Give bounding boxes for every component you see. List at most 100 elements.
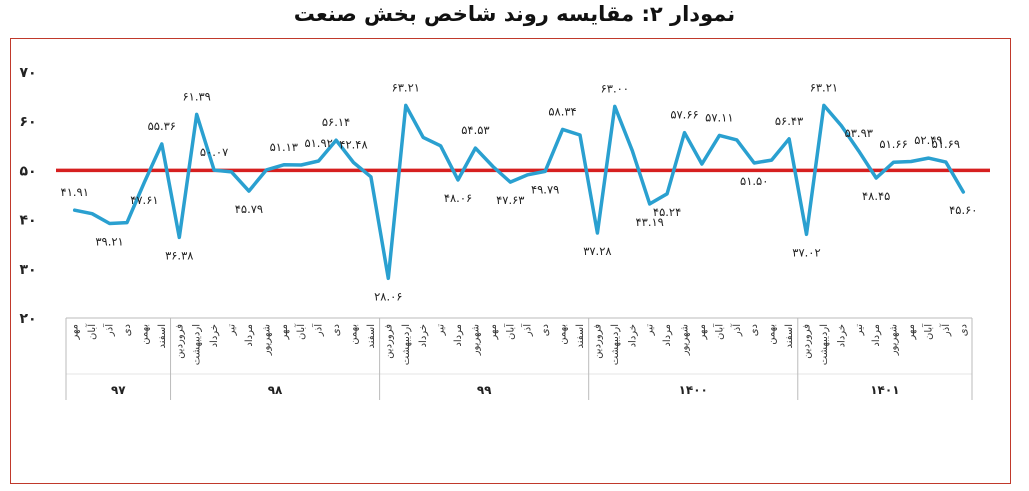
year-label: ۹۸ — [268, 383, 283, 397]
x-tick-label: مهر — [70, 324, 81, 340]
x-tick-label: تیر — [645, 324, 656, 337]
data-label: ۴۹.۷۹ — [531, 182, 559, 196]
x-tick-label: مهر — [697, 324, 708, 340]
series-line — [72, 103, 966, 281]
x-tick-label: بهمن — [139, 324, 150, 345]
chart-title: نمودار ۲: مقایسه روند شاخص بخش صنعت — [293, 2, 736, 26]
data-label: ۵۶.۱۴ — [322, 115, 350, 129]
x-tick-label: اسفند — [157, 324, 168, 348]
x-tick-label: تیر — [436, 324, 447, 337]
x-tick-label: بهمن — [558, 324, 569, 345]
data-label: ۳۷.۲۸ — [583, 244, 611, 258]
data-label: ۳۶.۳۸ — [165, 248, 193, 262]
x-tick-label: مهر — [279, 324, 290, 340]
x-tick-label: اردیبهشت — [192, 324, 203, 365]
x-tick-label: آبان — [85, 323, 98, 340]
x-tick-label: آذر — [103, 323, 116, 337]
y-tick-label: ۲۰ — [19, 311, 36, 327]
data-label: ۵۱.۵۰ — [740, 174, 768, 188]
year-label: ۱۴۰۱ — [870, 383, 899, 397]
x-tick-label: بهمن — [348, 324, 359, 345]
data-label: ۵۲.۴۹ — [914, 133, 942, 147]
data-label: ۵۸.۳۴ — [548, 104, 576, 118]
x-tick-label: تیر — [227, 324, 238, 337]
data-label: ۴۵.۶۰ — [949, 203, 977, 217]
x-tick-label: مهر — [488, 324, 499, 340]
x-tick-label: خرداد — [418, 324, 429, 347]
data-label: ۵۳.۹۳ — [845, 126, 873, 140]
x-tick-label: آبان — [294, 323, 307, 340]
x-tick-label: شهریور — [470, 324, 481, 356]
data-label: ۴۷.۶۱ — [130, 193, 158, 207]
year-label: ۹۷ — [111, 383, 126, 397]
data-label: ۴۸.۴۵ — [862, 189, 890, 203]
data-label: ۵۱.۹۲ — [304, 136, 332, 150]
x-tick-label: آذر — [939, 323, 952, 337]
x-tick-label: آبان — [712, 323, 725, 340]
data-label: ۵۰.۰۷ — [200, 145, 228, 159]
x-tick-label: شهریور — [889, 324, 900, 356]
x-tick-label: دی — [540, 324, 551, 336]
data-label: ۴۲.۴۸ — [339, 138, 367, 152]
x-tick-label: آذر — [730, 323, 743, 337]
x-tick-label: اردیبهشت — [610, 324, 621, 365]
x-tick-label: مرداد — [871, 324, 882, 347]
x-tick-label: دی — [749, 324, 760, 336]
data-label: ۲۸.۰۶ — [374, 289, 402, 303]
x-tick-label: تیر — [854, 324, 865, 337]
x-tick-label: فروردین — [592, 324, 603, 359]
x-tick-label: دی — [958, 324, 969, 336]
x-tick-label: مرداد — [662, 324, 673, 347]
data-label: ۵۷.۶۶ — [670, 108, 698, 122]
data-label: ۶۳.۲۱ — [392, 80, 420, 94]
data-label: ۶۱.۳۹ — [182, 89, 210, 103]
x-tick-label: فروردین — [174, 324, 185, 359]
data-label: ۵۱.۶۹ — [932, 137, 960, 151]
y-tick-label: ۷۰ — [19, 65, 36, 81]
x-tick-label: اسفند — [575, 324, 586, 348]
y-tick-label: ۴۰ — [19, 213, 36, 229]
data-label: ۶۳.۲۱ — [810, 80, 838, 94]
x-tick-label: خرداد — [836, 324, 847, 347]
x-tick-label: اردیبهشت — [401, 324, 412, 365]
data-label: ۴۵.۲۴ — [653, 205, 681, 219]
y-tick-label: ۵۰ — [19, 163, 36, 179]
x-tick-label: شهریور — [680, 324, 691, 356]
data-label: ۳۹.۲۱ — [95, 234, 123, 248]
chart-frame — [10, 38, 1011, 484]
data-label: ۴۱.۹۱ — [61, 185, 89, 199]
x-tick-label: مرداد — [453, 324, 464, 347]
data-label: ۴۳.۱۹ — [635, 215, 663, 229]
data-label: ۴۷.۶۳ — [496, 193, 524, 207]
x-tick-label: فروردین — [801, 324, 812, 359]
x-tick-label: اسفند — [784, 324, 795, 348]
data-label: ۵۵.۳۶ — [148, 119, 176, 133]
x-tick-label: آذر — [312, 323, 325, 337]
x-tick-label: مهر — [906, 324, 917, 340]
year-label: ۱۴۰۰ — [679, 383, 708, 397]
x-tick-label: بهمن — [767, 324, 778, 345]
data-label: ۴۵.۷۹ — [235, 202, 263, 216]
y-tick-label: ۳۰ — [19, 262, 36, 278]
data-label: ۵۶.۴۳ — [775, 114, 803, 128]
x-tick-label: اردیبهشت — [819, 324, 830, 365]
y-tick-label: ۶۰ — [19, 114, 36, 130]
data-label: ۳۷.۰۲ — [792, 245, 820, 259]
x-tick-label: آبان — [921, 323, 934, 340]
data-label: ۵۷.۱۱ — [705, 110, 733, 124]
x-tick-label: مرداد — [244, 324, 255, 347]
data-label: ۵۴.۵۳ — [461, 123, 489, 137]
data-label: ۵۱.۶۶ — [879, 137, 907, 151]
year-label: ۹۹ — [477, 383, 492, 397]
data-label: ۵۱.۱۳ — [270, 140, 298, 154]
x-tick-label: آذر — [521, 323, 534, 337]
x-tick-label: آبان — [503, 323, 516, 340]
x-tick-label: دی — [331, 324, 342, 336]
data-label: ۴۸.۰۶ — [444, 191, 472, 205]
x-tick-label: خرداد — [209, 324, 220, 347]
x-tick-label: خرداد — [627, 324, 638, 347]
x-tick-label: دی — [122, 324, 133, 336]
data-label: ۶۳.۰۰ — [601, 81, 629, 95]
x-tick-label: فروردین — [383, 324, 394, 359]
